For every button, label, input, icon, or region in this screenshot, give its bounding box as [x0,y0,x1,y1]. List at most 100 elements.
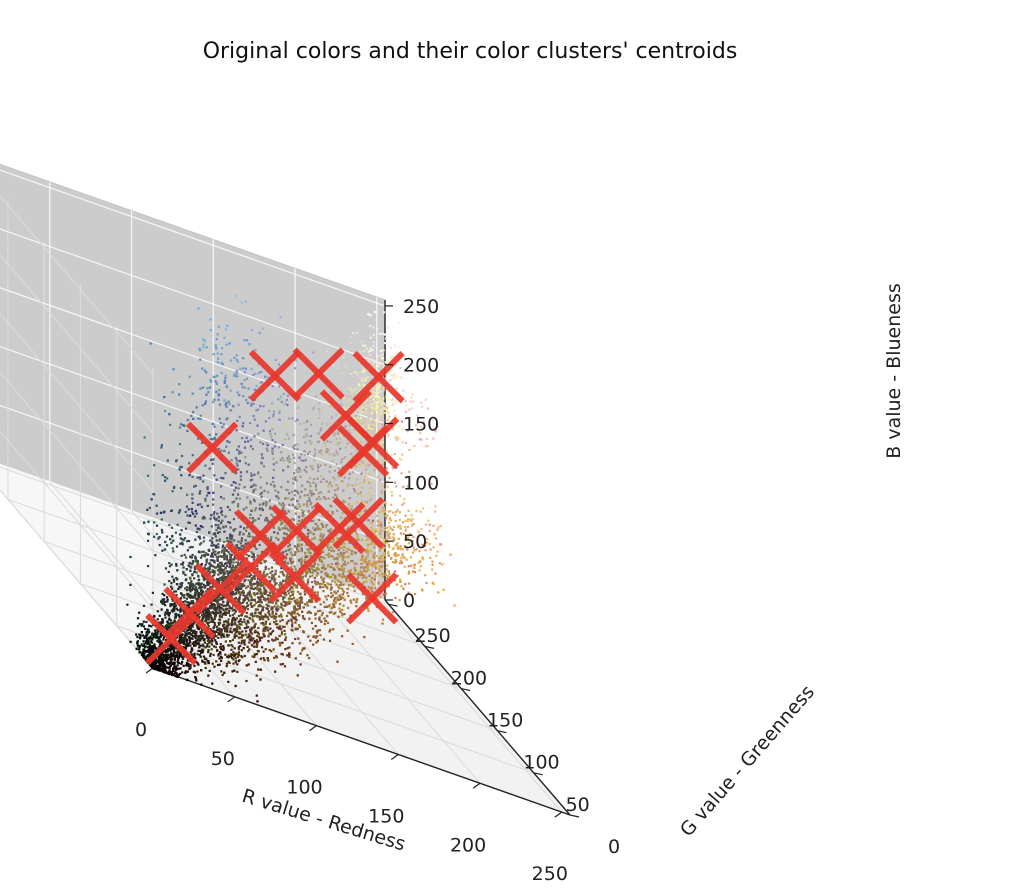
data-point [375,514,378,517]
data-point [412,400,415,403]
data-point [181,563,184,566]
data-point [207,625,210,628]
data-point [348,548,351,551]
data-point [199,503,202,506]
data-point [279,458,282,462]
data-point [235,294,238,297]
data-point [237,648,240,651]
data-point [204,464,207,467]
data-point [230,631,233,634]
data-point [360,441,363,444]
data-point [262,633,265,636]
data-point [298,605,301,608]
data-point [345,365,348,368]
data-point [383,406,386,409]
data-point [379,443,382,446]
data-point [211,569,214,572]
data-point [287,465,290,468]
data-point [138,648,141,651]
data-point [173,580,176,583]
data-point [326,565,329,568]
data-point [212,565,215,568]
data-point [413,549,416,552]
data-point [275,615,278,618]
data-point [400,420,403,423]
data-point [164,664,167,667]
data-point [166,477,169,480]
data-point [326,448,329,451]
data-point [258,597,261,601]
data-point [374,416,377,419]
data-point [218,623,221,626]
data-point [415,424,418,427]
data-point [249,445,253,448]
data-point [162,662,166,665]
data-point [148,506,151,509]
data-point [319,464,322,467]
data-point [299,496,302,499]
data-point [223,399,226,402]
data-point [328,575,331,578]
data-point [314,636,317,639]
data-point [158,544,161,547]
data-point [217,631,220,635]
data-point [368,400,371,403]
data-point [329,575,332,579]
data-point [387,540,390,544]
data-point [161,592,164,595]
data-point [205,590,208,593]
data-point [324,463,327,466]
data-point [250,605,253,608]
data-point [168,667,171,670]
data-point [297,515,301,519]
data-point [334,597,337,600]
data-point [168,565,172,568]
data-point [378,568,381,571]
data-point [291,417,294,420]
data-point [185,586,189,589]
data-point [432,546,435,549]
data-point [387,552,390,555]
data-point [287,437,290,440]
data-point [188,639,191,642]
data-point [254,507,257,510]
data-point [167,625,170,628]
data-point [300,596,303,599]
data-point [164,613,167,616]
data-point [214,544,218,547]
data-point [280,486,283,489]
data-point [211,555,214,558]
data-point [181,594,184,597]
data-point [260,562,263,565]
data-point [155,647,158,650]
data-point [227,451,230,454]
data-point [199,478,202,481]
data-point [309,465,312,468]
data-point [345,579,348,582]
data-point [186,549,189,552]
data-point [296,443,299,446]
data-point [237,561,240,564]
data-point [317,440,320,443]
data-point [337,548,340,552]
data-point [216,611,219,615]
data-point [181,538,184,541]
data-point [255,384,258,388]
data-point [291,553,294,557]
data-point [381,332,384,335]
data-point [214,566,217,569]
data-point [186,493,189,496]
data-point [424,574,427,577]
data-point [210,525,213,528]
data-point [272,617,276,620]
data-point [274,358,277,361]
data-point [268,409,271,413]
data-point [229,526,232,529]
data-point [139,651,142,654]
data-point [253,473,256,476]
data-point [308,657,311,660]
data-point [269,483,273,486]
data-point [320,559,323,562]
data-point [263,465,266,468]
data-point [206,581,209,584]
